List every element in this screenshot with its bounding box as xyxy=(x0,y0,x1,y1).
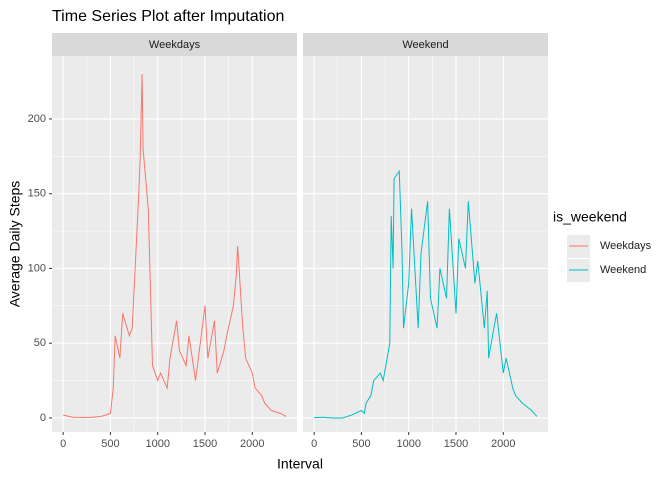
x-tick-label: 1000 xyxy=(145,438,169,450)
x-tick-label: 0 xyxy=(311,438,317,450)
facet-label: Weekdays xyxy=(149,39,201,51)
x-tick-label: 500 xyxy=(352,438,370,450)
panel-background xyxy=(52,56,297,432)
x-tick-label: 500 xyxy=(101,438,119,450)
facet-label: Weekend xyxy=(402,39,448,51)
x-tick-label: 0 xyxy=(60,438,66,450)
x-axis-label: Interval xyxy=(277,456,323,472)
facet-strip xyxy=(303,33,548,56)
series-line xyxy=(63,74,287,418)
facet-strip xyxy=(52,33,297,56)
x-tick-label: 2000 xyxy=(240,438,264,450)
series-line xyxy=(314,169,538,419)
legend-title: is_weekend xyxy=(553,209,627,225)
y-tick-label: 150 xyxy=(28,188,46,200)
panel-background xyxy=(303,56,548,432)
y-tick-label: 0 xyxy=(40,412,46,424)
x-tick-label: 1500 xyxy=(193,438,217,450)
x-tick-label: 1500 xyxy=(444,438,468,450)
y-axis-label: Average Daily Steps xyxy=(7,181,23,308)
legend-label: Weekend xyxy=(600,264,646,276)
x-tick-label: 2000 xyxy=(491,438,515,450)
y-tick-label: 50 xyxy=(34,337,46,349)
x-tick-label: 1000 xyxy=(396,438,420,450)
chart-title: Time Series Plot after Imputation xyxy=(52,8,284,25)
y-tick-label: 100 xyxy=(28,262,46,274)
legend-label: Weekdays xyxy=(600,240,652,252)
y-tick-label: 200 xyxy=(28,113,46,125)
